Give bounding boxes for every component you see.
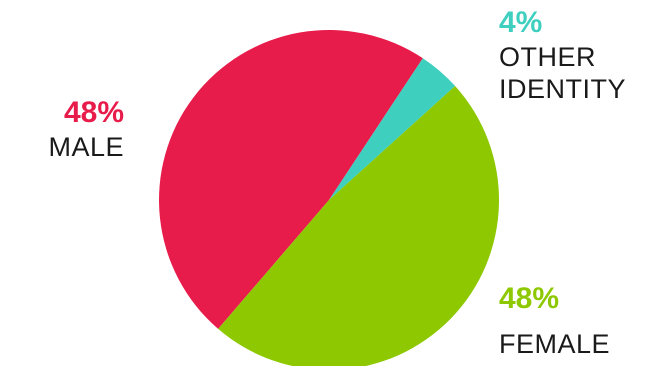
label-other-name-line2: IDENTITY	[499, 74, 627, 104]
label-female-name: FEMALE	[499, 329, 611, 359]
pie-slice-male	[159, 30, 423, 329]
label-other-name-line1: OTHER	[499, 42, 596, 72]
label-other-value: 4%	[499, 6, 543, 39]
label-female: 48% FEMALE	[499, 284, 610, 358]
label-other-identity: 4% OTHER IDENTITY	[499, 8, 626, 103]
pie-slice-female	[218, 86, 499, 366]
label-male-name: MALE	[48, 132, 124, 162]
pie-slice-other-identity	[329, 58, 456, 200]
label-male: 48% MALE	[48, 98, 124, 161]
label-male-value: 48%	[63, 96, 124, 129]
label-female-value: 48%	[499, 282, 560, 315]
